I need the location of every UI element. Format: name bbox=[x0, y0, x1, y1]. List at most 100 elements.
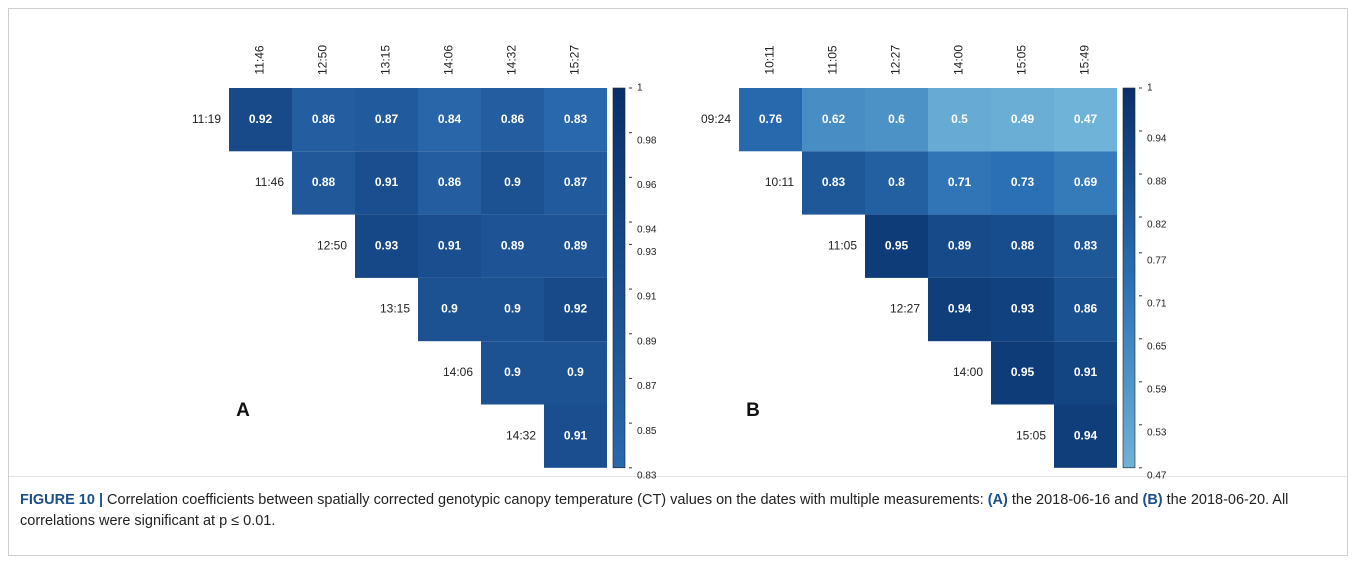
cell bbox=[991, 214, 1054, 278]
column-label: 10:11 bbox=[763, 45, 777, 74]
caption-text: Correlation coefficients between spatial… bbox=[103, 492, 988, 508]
cell bbox=[229, 88, 292, 152]
cell-label: 0.93 bbox=[375, 238, 399, 252]
colorbar-tick-label: 0.65 bbox=[1147, 341, 1167, 352]
colorbar-tick-label: 1 bbox=[1147, 83, 1153, 94]
colorbar-tick-label: 0.88 bbox=[1147, 177, 1167, 188]
cell bbox=[1054, 88, 1117, 152]
cell bbox=[544, 214, 607, 278]
cell bbox=[928, 214, 991, 278]
cell bbox=[481, 341, 544, 405]
colorbar-tick-label: 0.94 bbox=[637, 225, 657, 236]
row-label: 11:46 bbox=[255, 175, 284, 189]
cell-label: 0.83 bbox=[822, 175, 846, 189]
cell bbox=[865, 151, 928, 215]
cell-label: 0.95 bbox=[885, 238, 909, 252]
cell bbox=[991, 277, 1054, 342]
cell bbox=[544, 88, 607, 152]
row-label: 14:32 bbox=[506, 428, 536, 442]
caption-ref: (A) bbox=[987, 492, 1008, 508]
cell-label: 0.86 bbox=[1074, 302, 1098, 316]
cell bbox=[991, 88, 1054, 152]
cell-label: 0.89 bbox=[948, 238, 972, 252]
cell bbox=[418, 277, 481, 342]
cell-label: 0.5 bbox=[951, 112, 968, 126]
cell bbox=[292, 88, 355, 152]
colorbar bbox=[1122, 87, 1136, 469]
panel-label: A bbox=[236, 400, 250, 421]
cell-label: 0.49 bbox=[1011, 112, 1035, 126]
cell-label: 0.92 bbox=[564, 302, 588, 316]
cell bbox=[355, 214, 418, 278]
row-label: 11:05 bbox=[828, 238, 857, 252]
colorbar-tick-label: 0.96 bbox=[637, 180, 657, 191]
cell bbox=[544, 277, 607, 342]
cell bbox=[1054, 341, 1117, 405]
column-label: 12:50 bbox=[316, 45, 330, 75]
colorbar-tick-label: 0.77 bbox=[1147, 255, 1167, 266]
cell bbox=[1054, 151, 1117, 215]
cell-label: 0.47 bbox=[1074, 112, 1098, 126]
cell-label: 0.73 bbox=[1011, 175, 1035, 189]
cell-label: 0.84 bbox=[438, 112, 462, 126]
cell-label: 0.69 bbox=[1074, 175, 1098, 189]
cell-label: 0.9 bbox=[504, 302, 521, 316]
cell bbox=[865, 88, 928, 152]
column-label: 12:27 bbox=[889, 45, 903, 75]
cell bbox=[928, 88, 991, 152]
cell-label: 0.91 bbox=[1074, 365, 1098, 379]
cell bbox=[544, 151, 607, 215]
cell-label: 0.91 bbox=[375, 175, 399, 189]
cell-label: 0.86 bbox=[501, 112, 525, 126]
cell bbox=[1054, 404, 1117, 468]
cell-label: 0.6 bbox=[888, 112, 905, 126]
cell bbox=[481, 214, 544, 278]
cell bbox=[355, 88, 418, 152]
cell-label: 0.87 bbox=[564, 175, 588, 189]
colorbar bbox=[612, 87, 626, 469]
cell bbox=[991, 151, 1054, 215]
cell bbox=[418, 151, 481, 215]
row-label: 13:15 bbox=[380, 302, 410, 316]
cell-label: 0.91 bbox=[564, 428, 588, 442]
cell bbox=[418, 88, 481, 152]
cell-label: 0.94 bbox=[948, 302, 972, 316]
colorbar-tick-label: 0.59 bbox=[1147, 384, 1167, 395]
cell-label: 0.8 bbox=[888, 175, 905, 189]
cell bbox=[865, 214, 928, 278]
frame bbox=[8, 8, 1348, 556]
cell bbox=[292, 151, 355, 215]
cell-label: 0.9 bbox=[504, 175, 521, 189]
cell bbox=[418, 214, 481, 278]
cell bbox=[481, 151, 544, 215]
colorbar-tick-label: 0.98 bbox=[637, 135, 657, 146]
cell-label: 0.71 bbox=[948, 175, 972, 189]
colorbar-tick-label: 0.89 bbox=[637, 336, 657, 347]
cell-label: 0.88 bbox=[312, 175, 336, 189]
cell-label: 0.94 bbox=[1074, 428, 1098, 442]
colorbar-tick-label: 0.47 bbox=[1147, 470, 1167, 481]
cell-label: 0.83 bbox=[564, 112, 588, 126]
column-label: 13:15 bbox=[379, 45, 393, 75]
colorbar-tick-label: 0.91 bbox=[637, 292, 657, 303]
cell bbox=[544, 341, 607, 405]
cell-label: 0.87 bbox=[375, 112, 399, 126]
cell-label: 0.9 bbox=[504, 365, 521, 379]
row-label: 14:00 bbox=[953, 365, 983, 379]
row-label: 12:50 bbox=[317, 238, 347, 252]
cell bbox=[355, 151, 418, 215]
cell bbox=[802, 151, 865, 215]
colorbar-tick-label: 0.85 bbox=[637, 426, 657, 437]
row-label: 15:05 bbox=[1016, 428, 1046, 442]
cell-label: 0.88 bbox=[1011, 238, 1035, 252]
colorbar-tick-label: 0.94 bbox=[1147, 134, 1167, 145]
cell-label: 0.62 bbox=[822, 112, 846, 126]
cell bbox=[1054, 277, 1117, 342]
column-label: 14:00 bbox=[952, 45, 966, 75]
cell bbox=[802, 88, 865, 152]
column-label: 11:46 bbox=[253, 45, 267, 74]
cell-label: 0.89 bbox=[501, 238, 525, 252]
colorbar-tick-label: 0.71 bbox=[1147, 298, 1167, 309]
column-label: 15:05 bbox=[1015, 45, 1029, 75]
cell-label: 0.86 bbox=[438, 175, 462, 189]
